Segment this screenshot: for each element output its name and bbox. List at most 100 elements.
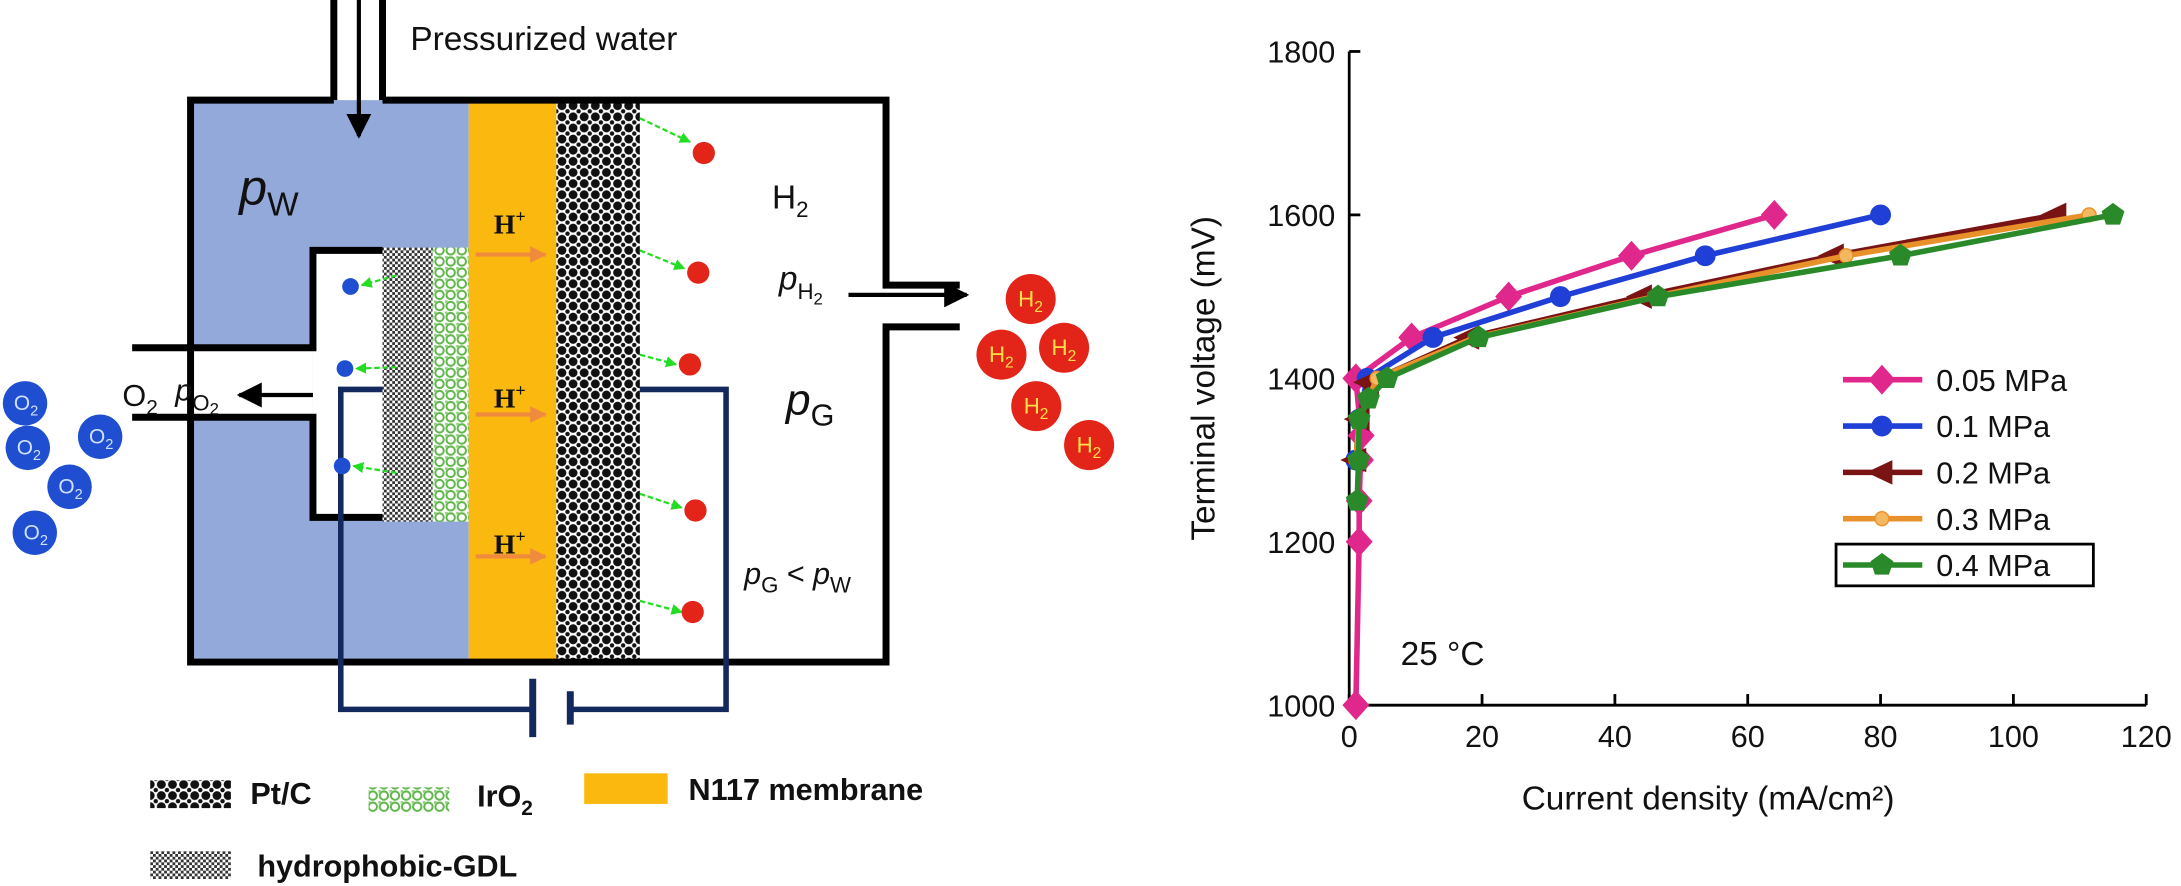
membrane bbox=[468, 100, 557, 663]
symbol: H bbox=[1077, 433, 1093, 458]
legend-marker bbox=[1870, 552, 1894, 575]
bubble-label: O2 bbox=[58, 475, 82, 503]
legend-label: 0.1 MPa bbox=[1936, 410, 2051, 444]
proton-label: H+ bbox=[494, 207, 526, 241]
marker bbox=[1375, 366, 1399, 389]
subscript: 2 bbox=[1005, 355, 1014, 372]
symbol: H bbox=[494, 210, 516, 241]
x-tick-label: 40 bbox=[1598, 720, 1632, 754]
o2-dots bbox=[333, 278, 359, 475]
h2-dots bbox=[678, 141, 715, 624]
x-tick-label: 0 bbox=[1341, 720, 1358, 754]
y-axis-label: Terminal voltage (mV) bbox=[1185, 216, 1222, 541]
x-tick-label: 100 bbox=[1988, 720, 2039, 754]
marker bbox=[1549, 286, 1571, 308]
operator: < bbox=[787, 557, 805, 591]
marker bbox=[1467, 325, 1491, 348]
marker bbox=[1342, 690, 1370, 721]
pw-label: pW bbox=[237, 159, 299, 223]
subscript: H bbox=[797, 279, 813, 304]
bubble-label: O2 bbox=[89, 425, 113, 453]
symbol: IrO bbox=[477, 780, 521, 814]
marker bbox=[1760, 199, 1788, 230]
gas-arrows bbox=[352, 117, 691, 615]
annotation: 25 °C bbox=[1401, 636, 1485, 673]
gas-bubble bbox=[1011, 381, 1062, 432]
legend-label: N117 membrane bbox=[689, 773, 924, 807]
gas-bubble bbox=[47, 464, 92, 510]
symbol: O bbox=[89, 425, 105, 448]
symbol: p bbox=[812, 557, 830, 591]
legend-focus-box bbox=[1834, 542, 2095, 588]
y-tick-label: 1800 bbox=[1267, 36, 1335, 70]
bubble-label: H2 bbox=[1052, 335, 1077, 365]
series-line bbox=[1352, 212, 1776, 706]
legend-label: 0.05 MPa bbox=[1936, 364, 2068, 398]
symbol: O bbox=[17, 437, 33, 460]
proton-labels: H+ H+ H+ bbox=[494, 207, 526, 561]
marker bbox=[1618, 240, 1645, 271]
subscript: O bbox=[192, 390, 209, 415]
legend-swatch bbox=[368, 787, 450, 813]
y-tick-label: 1400 bbox=[1267, 362, 1335, 396]
superscript: + bbox=[515, 207, 525, 227]
x-axis-label: Current density (mA/cm²) bbox=[1522, 781, 1895, 818]
legend-label: Pt/C bbox=[250, 777, 311, 811]
ph2-label: pH2 bbox=[778, 260, 823, 308]
symbol: p bbox=[784, 375, 811, 424]
legend-label: IrO2 bbox=[477, 780, 533, 820]
gdl-layer bbox=[382, 247, 433, 522]
proton-label: H+ bbox=[494, 526, 526, 560]
legend-label: hydrophobic-GDL bbox=[257, 849, 517, 883]
subscript: 2 bbox=[796, 197, 808, 222]
symbol: O bbox=[14, 392, 30, 415]
symbol: H bbox=[1052, 335, 1068, 360]
subscript: G bbox=[761, 573, 778, 598]
legend-label: 0.3 MPa bbox=[1936, 503, 2051, 537]
subscript: 2 bbox=[40, 533, 48, 549]
symbol: H bbox=[1024, 394, 1040, 419]
symbol: H bbox=[1018, 287, 1034, 312]
gas-bubble bbox=[1005, 274, 1056, 325]
symbol: H bbox=[989, 342, 1005, 367]
x-tick-label: 120 bbox=[2121, 720, 2172, 754]
marker bbox=[1495, 281, 1523, 312]
legend-marker bbox=[1868, 364, 1896, 395]
superscript: + bbox=[515, 526, 525, 546]
marker bbox=[1694, 245, 1716, 267]
subscript: 2 bbox=[1040, 406, 1049, 423]
symbol: H bbox=[494, 530, 516, 561]
x-tick-label: 20 bbox=[1465, 720, 1499, 754]
bubble-label: O2 bbox=[24, 521, 48, 549]
symbol: p bbox=[743, 557, 761, 591]
subscript: 2 bbox=[146, 396, 158, 419]
gas-bubble bbox=[5, 425, 51, 471]
gas-bubble bbox=[1064, 420, 1115, 471]
subscript: 2 bbox=[1093, 445, 1102, 462]
legend-label: 0.2 MPa bbox=[1936, 456, 2051, 490]
legend-label: 0.4 MPa bbox=[1936, 549, 2051, 583]
gas-bubble bbox=[976, 329, 1027, 380]
symbol: O bbox=[58, 475, 74, 498]
subscript: 2 bbox=[105, 437, 113, 453]
x-tick-label: 80 bbox=[1864, 720, 1898, 754]
subscript: W bbox=[830, 573, 851, 598]
bubble-label: H2 bbox=[1024, 394, 1049, 424]
legend-swatch bbox=[150, 851, 231, 880]
marker bbox=[1357, 386, 1380, 409]
subscript: G bbox=[811, 399, 835, 433]
inlet-label: Pressurized water bbox=[410, 21, 677, 58]
gas-bubble bbox=[77, 414, 123, 459]
x-tick-label: 60 bbox=[1731, 720, 1765, 754]
bubble-label: H2 bbox=[989, 342, 1014, 372]
subscript: 2 bbox=[1068, 348, 1077, 365]
legend-marker bbox=[1866, 460, 1893, 485]
legend-marker bbox=[1871, 415, 1893, 437]
subscript: 2 bbox=[1034, 299, 1043, 316]
marker bbox=[1870, 204, 1891, 226]
legend-swatch bbox=[584, 773, 668, 804]
symbol: p bbox=[778, 260, 798, 297]
